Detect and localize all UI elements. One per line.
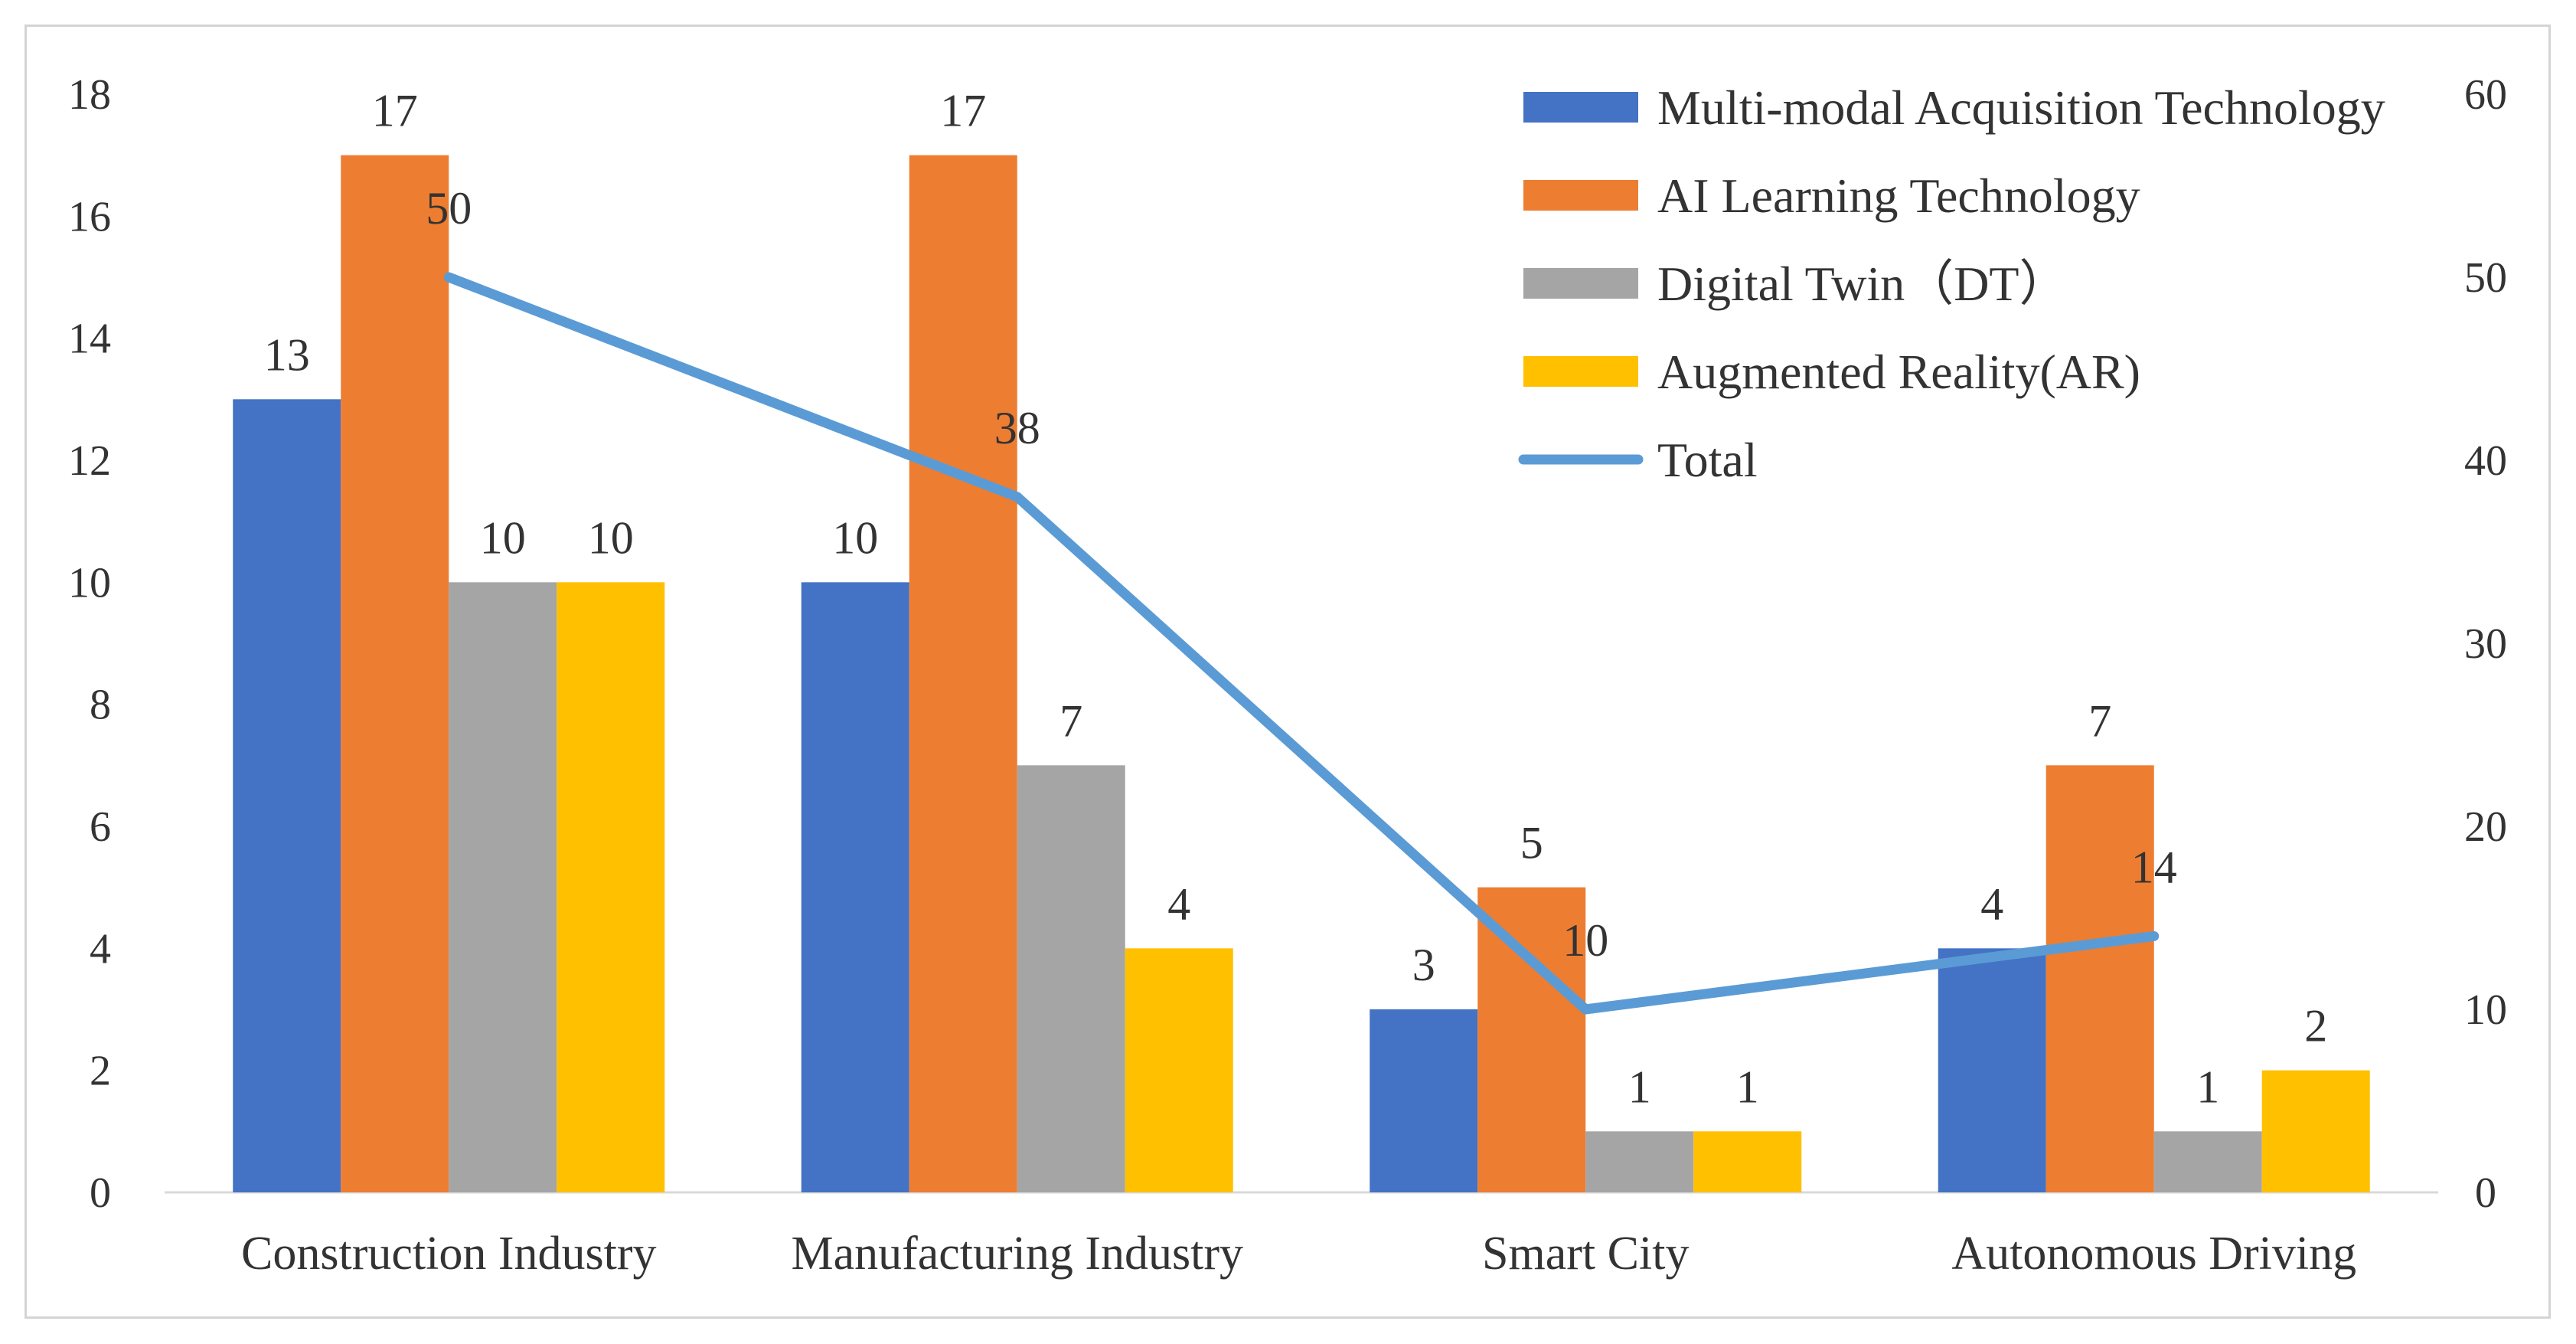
category-label: Construction Industry (241, 1228, 656, 1280)
bar (2261, 1070, 2370, 1192)
bar (1693, 1131, 1802, 1192)
left-axis-ticks: 0 2 4 6 8 10 12 14 16 18 (68, 71, 111, 1217)
legend-swatch (1523, 268, 1638, 299)
bar-data-label: 13 (264, 329, 310, 380)
bar (1125, 948, 1233, 1192)
bar (233, 399, 341, 1192)
bar (1938, 948, 2046, 1192)
bar-data-label: 1 (1628, 1061, 1651, 1112)
left-tick-label: 2 (90, 1048, 111, 1095)
left-tick-label: 12 (68, 437, 111, 485)
total-labels-group: 50 38 10 14 (426, 183, 2177, 966)
bar-data-label: 4 (1167, 878, 1190, 929)
bar-data-label: 10 (480, 512, 526, 563)
left-tick-label: 6 (90, 803, 111, 851)
bar (801, 582, 909, 1192)
left-tick-label: 18 (68, 71, 111, 119)
legend-label: Digital Twin（DT） (1657, 257, 2068, 311)
right-tick-label: 60 (2464, 71, 2507, 119)
bars-group (233, 155, 2370, 1193)
bar (1585, 1131, 1694, 1192)
left-tick-label: 10 (68, 559, 111, 607)
legend-label: AI Learning Technology (1657, 168, 2140, 223)
category-label: Autonomous Driving (1951, 1228, 2356, 1280)
legend-label: Augmented Reality(AR) (1657, 345, 2140, 399)
bar-data-label: 1 (1736, 1061, 1759, 1112)
right-tick-label: 40 (2464, 437, 2507, 485)
bar-data-label: 2 (2304, 1001, 2327, 1051)
chart-frame: 0 2 4 6 8 10 12 14 16 18 0 10 20 30 40 50 60 13 17 10 10 10… (24, 25, 2551, 1319)
left-tick-label: 0 (90, 1169, 111, 1217)
bar-data-label: 1 (2196, 1061, 2219, 1112)
bar (557, 582, 665, 1192)
bar (2153, 1131, 2262, 1192)
legend-swatch (1523, 356, 1638, 387)
bar-data-label: 5 (1520, 818, 1543, 868)
right-tick-label: 50 (2464, 254, 2507, 302)
bar-data-label: 7 (2088, 695, 2111, 746)
total-data-label: 14 (2131, 842, 2177, 892)
left-tick-label: 16 (68, 193, 111, 240)
right-tick-label: 0 (2475, 1169, 2496, 1217)
legend-swatch (1523, 180, 1638, 211)
bar-data-label: 3 (1412, 940, 1435, 990)
legend-label: Multi-modal Acquisition Technology (1657, 80, 2385, 135)
total-data-label: 50 (426, 183, 472, 234)
left-tick-label: 4 (90, 925, 111, 973)
bar (1017, 765, 1125, 1192)
total-line (443, 272, 2160, 1015)
left-tick-label: 8 (90, 682, 111, 729)
right-axis-ticks: 0 10 20 30 40 50 60 (2464, 71, 2507, 1217)
legend: Multi-modal Acquisition Technology AI Lea… (1518, 80, 2385, 487)
category-label: Manufacturing Industry (791, 1228, 1243, 1280)
total-data-label: 10 (1562, 915, 1608, 966)
category-labels-group: Construction Industry Manufacturing Indus… (241, 1228, 2356, 1280)
legend-swatch (1523, 92, 1638, 123)
left-tick-label: 14 (68, 316, 111, 363)
bar-data-label: 17 (372, 86, 418, 136)
category-label: Smart City (1482, 1228, 1689, 1280)
total-line-group (443, 272, 2160, 1015)
right-tick-label: 20 (2464, 803, 2507, 851)
bar-data-label: 10 (832, 512, 878, 563)
right-tick-label: 30 (2464, 620, 2507, 668)
bar (909, 155, 1017, 1193)
bar (449, 582, 557, 1192)
bar (341, 155, 449, 1193)
bar (1370, 1009, 1478, 1192)
bar (1477, 887, 1586, 1192)
right-tick-label: 10 (2464, 986, 2507, 1034)
bar-data-label: 7 (1059, 695, 1082, 746)
total-data-label: 38 (994, 403, 1040, 453)
bar (2045, 765, 2154, 1192)
bar-data-label: 4 (1980, 878, 2003, 929)
bar-data-label: 17 (940, 86, 986, 136)
legend-label: Total (1657, 433, 1758, 487)
bar-data-label: 10 (588, 512, 634, 563)
